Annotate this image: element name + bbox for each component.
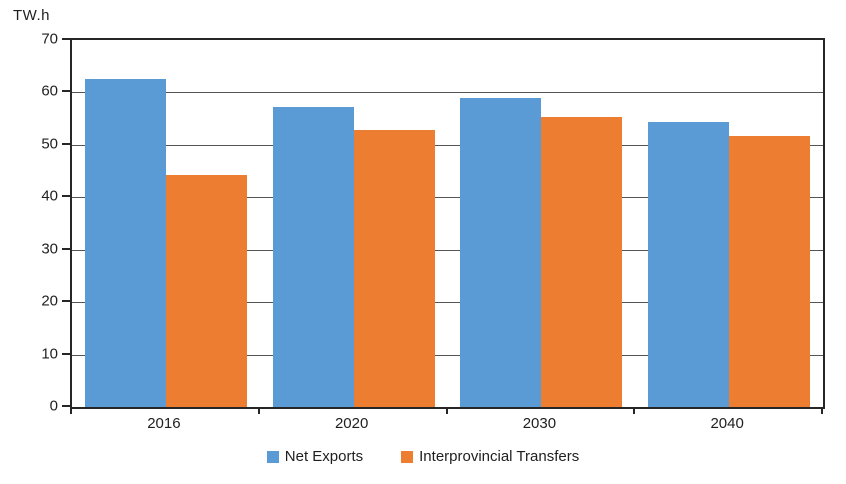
y-tick-mark-0 [62,405,70,407]
bar-net-exports-2030 [460,98,542,407]
y-tick-label-40: 40 [41,187,58,205]
y-tick-label-20: 20 [41,292,58,310]
gridline-60 [72,92,823,93]
legend-label: Net Exports [284,448,364,465]
bar-net-exports-2040 [648,121,730,407]
y-tick-mark-70 [62,38,70,40]
legend-item-interprovincial-transfers: Interprovincial Transfers [401,448,579,465]
legend-swatch-interprovincial-transfers [401,450,414,463]
y-tick-label-0: 0 [49,397,58,415]
x-tick-mark-0 [70,407,72,414]
y-tick-mark-40 [62,195,70,197]
gridline-50 [72,145,823,146]
bar-net-exports-2020 [272,106,354,407]
gridline-20 [72,302,823,303]
plot-area [70,38,825,409]
bar-group-2016 [72,40,260,407]
y-tick-mark-50 [62,143,70,145]
x-tick-label-2040: 2040 [710,415,744,432]
y-tick-mark-20 [62,300,70,302]
legend: Net Exports Interprovincial Transfers [0,448,846,465]
legend-swatch-net-exports [266,450,279,463]
y-tick-label-10: 10 [41,345,58,363]
bar-interprovincial-transfers-2040 [729,136,811,407]
bar-interprovincial-transfers-2020 [353,130,435,407]
bar-group-2020 [260,40,448,407]
legend-item-net-exports: Net Exports [266,448,364,465]
x-tick-label-2030: 2030 [522,415,557,432]
y-tick-mark-10 [62,353,70,355]
y-tick-mark-60 [62,90,70,92]
x-tick-mark-1 [258,407,260,414]
bar-interprovincial-transfers-2016 [165,175,247,407]
y-tick-label-50: 50 [41,135,58,153]
legend-label: Interprovincial Transfers [419,448,580,465]
y-tick-label-70: 70 [41,30,58,48]
gridline-30 [72,250,823,251]
x-tick-mark-3 [633,407,635,414]
gridline-10 [72,355,823,356]
x-tick-label-2016: 2016 [147,415,181,432]
gridline-40 [72,197,823,198]
bar-group-2030 [448,40,636,407]
x-tick-label-2020: 2020 [334,415,369,432]
bar-group-2040 [635,40,823,407]
y-tick-label-60: 60 [41,82,58,100]
bar-net-exports-2016 [84,78,166,407]
y-tick-label-30: 30 [41,240,58,258]
y-axis-unit-label: TW.h [13,7,51,24]
bar-interprovincial-transfers-2030 [541,116,623,407]
x-tick-mark-2 [446,407,448,414]
y-tick-mark-30 [62,248,70,250]
x-tick-mark-4 [821,407,823,414]
